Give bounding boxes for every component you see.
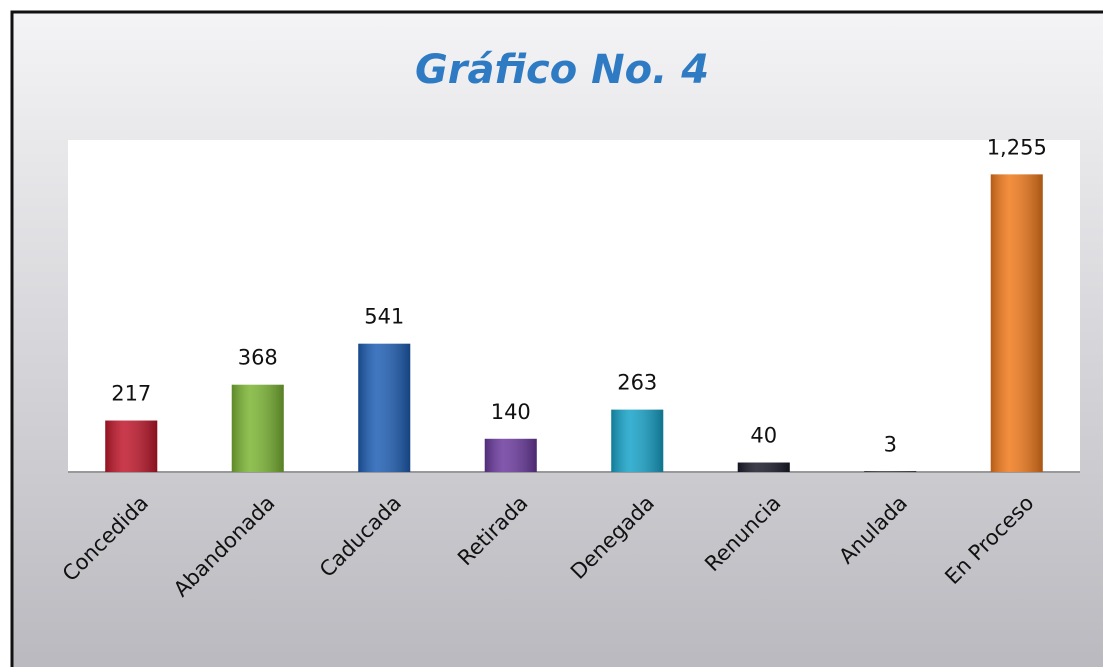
bar-shine <box>990 174 1043 472</box>
plot-area <box>68 140 1080 472</box>
bar-shine <box>484 438 537 472</box>
chart-title: Gráfico No. 4 <box>415 47 709 93</box>
value-label: 368 <box>238 346 278 370</box>
value-label: 217 <box>111 382 151 406</box>
bar-shine <box>611 409 664 472</box>
value-label: 263 <box>617 371 657 395</box>
value-label: 1,255 <box>987 135 1047 159</box>
value-label: 140 <box>491 400 531 424</box>
value-label: 3 <box>884 432 897 456</box>
bar-shine <box>231 384 284 472</box>
bar-shine <box>737 462 790 472</box>
bar-shine <box>105 420 158 472</box>
bar-shine <box>864 471 917 472</box>
value-label: 40 <box>750 424 777 448</box>
value-label: 541 <box>364 305 404 329</box>
bar-shine <box>358 343 411 472</box>
